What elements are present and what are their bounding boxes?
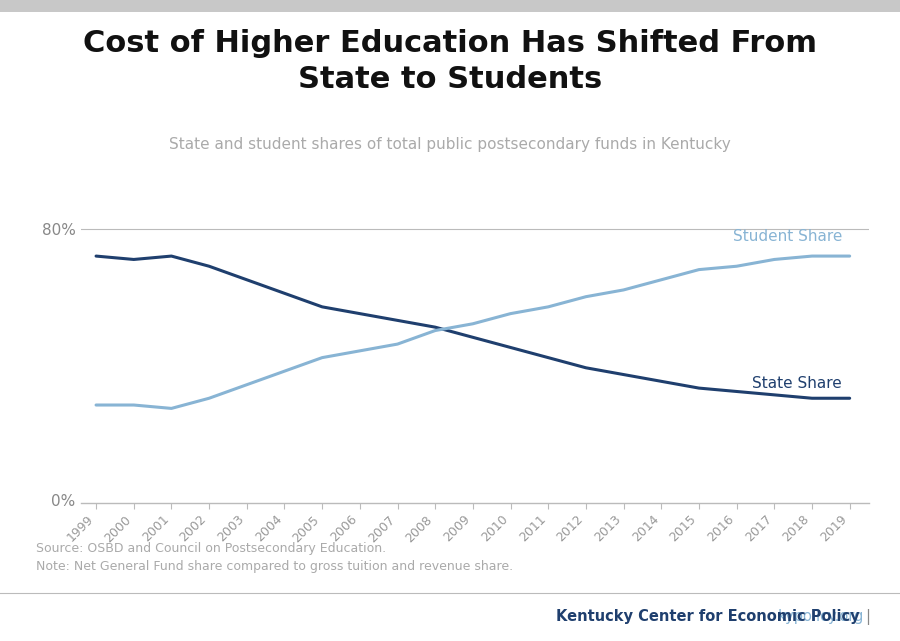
Text: |: | — [866, 609, 876, 624]
Text: Student Share: Student Share — [733, 229, 842, 244]
Text: State and student shares of total public postsecondary funds in Kentucky: State and student shares of total public… — [169, 137, 731, 152]
Text: Cost of Higher Education Has Shifted From
State to Students: Cost of Higher Education Has Shifted Fro… — [83, 29, 817, 94]
Text: kypolicy.org: kypolicy.org — [778, 609, 864, 624]
Text: Source: OSBD and Council on Postsecondary Education.
Note: Net General Fund shar: Source: OSBD and Council on Postsecondar… — [36, 542, 513, 572]
Text: Kentucky Center for Economic Policy: Kentucky Center for Economic Policy — [556, 609, 860, 624]
Text: State Share: State Share — [752, 376, 842, 391]
